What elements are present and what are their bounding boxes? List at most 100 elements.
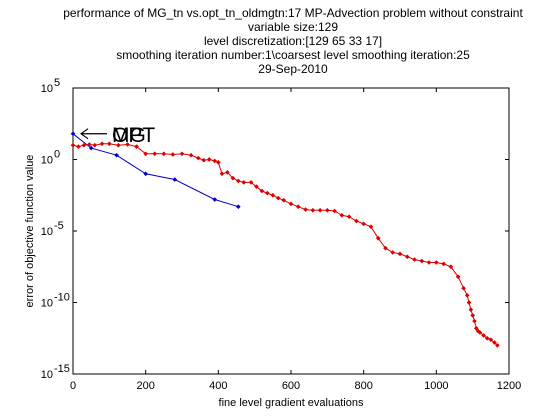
x-tick-label: 600 <box>282 380 300 392</box>
series-point-2 <box>225 170 230 175</box>
series-point-2 <box>495 343 500 348</box>
y-tick-label: 10 <box>41 369 53 381</box>
series-point-2 <box>288 201 294 207</box>
series-point-2 <box>134 144 139 149</box>
title-line-2: variable size:129 <box>248 20 338 34</box>
series-point-2 <box>92 142 98 148</box>
series-point-2 <box>354 218 359 224</box>
y-tick-exponent: -10 <box>54 292 70 304</box>
title-line-3: level discretization:[129 65 33 17] <box>204 34 382 48</box>
series-point-2 <box>339 212 345 218</box>
series-point-2 <box>404 254 410 260</box>
series-point-2 <box>481 333 486 338</box>
series-point-2 <box>488 337 494 343</box>
y-tick-exponent: -15 <box>54 363 70 375</box>
chart-title: performance of MG_tn vs.opt_tn_oldmgtn:1… <box>63 6 523 76</box>
series-point-2 <box>87 142 92 147</box>
series-point-1 <box>235 204 241 210</box>
series-point-2 <box>281 197 287 203</box>
series-point-2 <box>143 151 148 157</box>
series-point-2 <box>116 142 121 148</box>
series-point-2 <box>317 207 323 213</box>
series-point-1 <box>143 171 148 177</box>
series-point-2 <box>383 245 388 251</box>
series-point-2 <box>390 250 396 255</box>
series-point-2 <box>259 188 265 194</box>
series-point-2 <box>270 192 276 198</box>
x-tick-label: 800 <box>354 380 372 392</box>
series-point-2 <box>361 221 366 227</box>
series-point-2 <box>434 260 439 265</box>
title-line-1: performance of MG_tn vs.opt_tn_oldmgtn:1… <box>63 6 523 20</box>
series-point-2 <box>206 157 212 162</box>
series-point-2 <box>216 160 221 165</box>
series-point-2 <box>419 258 425 264</box>
series-point-2 <box>472 318 477 324</box>
series-point-2 <box>241 180 247 185</box>
series-point-2 <box>464 293 470 298</box>
series-point-2 <box>248 180 254 185</box>
series-point-2 <box>81 142 87 148</box>
series-point-2 <box>461 285 466 291</box>
y-tick-label: 10 <box>41 83 53 95</box>
plot-area <box>72 87 510 375</box>
series-point-2 <box>152 151 158 157</box>
series-point-2 <box>265 190 270 196</box>
series-point-2 <box>295 204 301 210</box>
series-point-1 <box>114 152 119 158</box>
series-point-1 <box>70 131 76 137</box>
series-point-2 <box>188 152 194 158</box>
series-point-2 <box>254 184 259 189</box>
title-line-4: smoothing iteration number:1\coarsest le… <box>116 48 470 62</box>
series-point-2 <box>466 300 472 305</box>
annotation-label-1: OPT <box>112 124 155 147</box>
series-point-1 <box>212 197 218 202</box>
series-point-2 <box>477 330 483 335</box>
y-axis-label: error of objective function value <box>24 155 36 308</box>
series-point-2 <box>448 264 454 270</box>
x-tick-label: 1200 <box>497 380 521 392</box>
series-point-2 <box>99 141 105 147</box>
y-tick-label: 10 <box>41 155 53 167</box>
series-point-2 <box>235 178 241 184</box>
series-point-2 <box>275 195 281 201</box>
series-point-2 <box>230 175 236 181</box>
y-tick-exponent: 5 <box>54 77 60 89</box>
series-point-2 <box>375 235 381 241</box>
series-point-2 <box>346 214 352 220</box>
series-point-2 <box>161 151 167 157</box>
series-point-2 <box>201 157 207 163</box>
series-point-2 <box>219 171 225 177</box>
series-point-2 <box>303 207 308 212</box>
plot-series <box>70 131 500 348</box>
series-point-2 <box>473 325 479 331</box>
annotation-label-2: MG <box>112 124 146 147</box>
series-point-2 <box>212 158 218 164</box>
x-tick-label: 0 <box>70 380 76 392</box>
series-point-2 <box>492 340 497 345</box>
series-point-2 <box>441 261 446 267</box>
series-point-2 <box>107 141 112 147</box>
series-point-2 <box>470 313 475 318</box>
series-point-2 <box>455 274 461 280</box>
y-tick-exponent: 0 <box>54 149 60 161</box>
series-point-2 <box>125 142 130 147</box>
series-point-2 <box>484 335 490 341</box>
x-axis: 0 200 400 600 800 1000 1200 <box>70 88 521 392</box>
series-point-2 <box>368 224 374 230</box>
annotation-arrowhead-2 <box>80 128 89 140</box>
x-tick-label: 400 <box>209 380 227 392</box>
series-point-2 <box>179 151 185 157</box>
series-point-2 <box>468 307 474 312</box>
series-point-2 <box>332 208 337 214</box>
series-point-1 <box>172 177 178 182</box>
series-point-2 <box>397 251 403 257</box>
series-point-1 <box>88 145 94 151</box>
y-tick-label: 10 <box>41 298 53 310</box>
y-tick-exponent: -5 <box>54 220 64 232</box>
title-line-5: 29-Sep-2010 <box>258 62 328 76</box>
series-point-2 <box>196 155 201 161</box>
